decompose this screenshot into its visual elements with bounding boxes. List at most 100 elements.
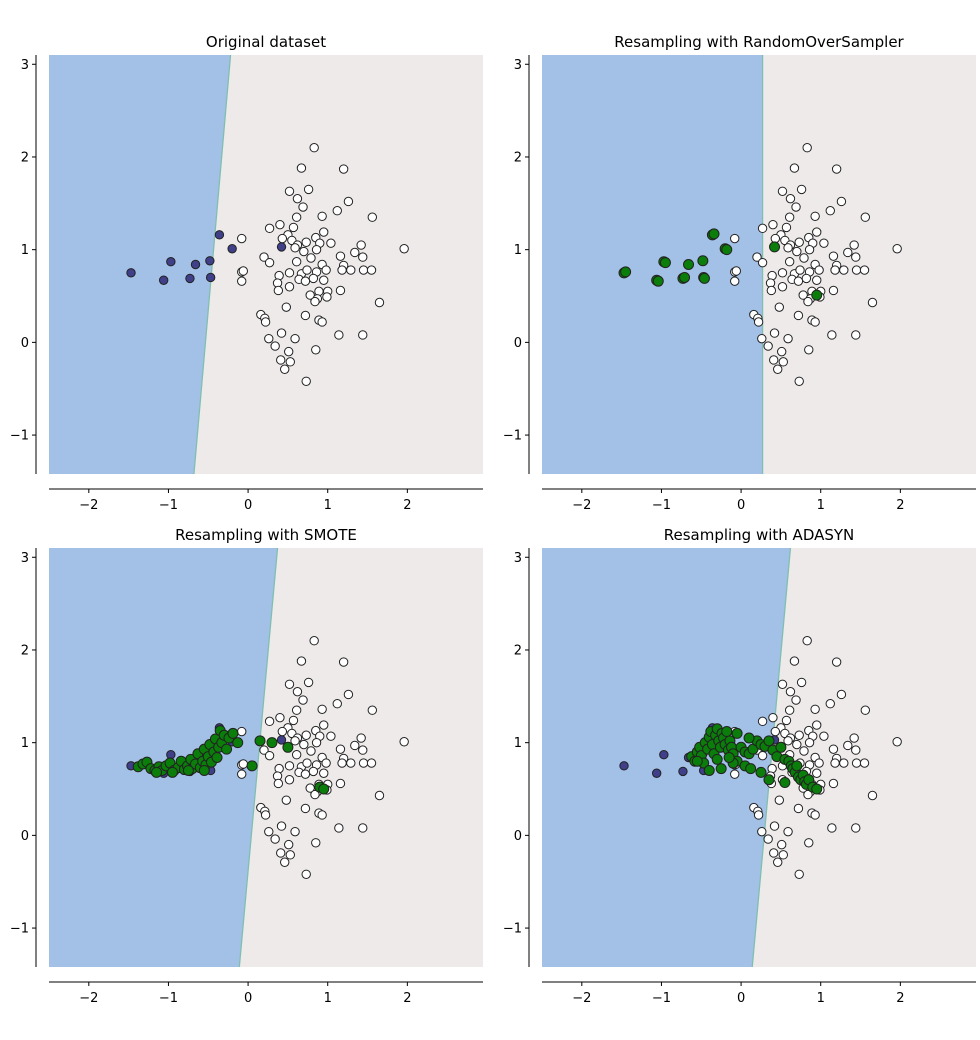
y-tick-label: 2 xyxy=(21,150,29,165)
majority-point xyxy=(374,790,385,801)
majority-point xyxy=(839,265,849,275)
majority-point xyxy=(801,273,812,284)
majority-point xyxy=(784,257,795,267)
majority-point xyxy=(321,758,331,768)
majority-point xyxy=(753,317,764,327)
majority-point xyxy=(326,731,336,741)
subplot-title: Resampling with ADASYN xyxy=(664,526,855,544)
majority-point xyxy=(301,869,311,880)
majority-point xyxy=(730,276,740,286)
majority-point xyxy=(290,243,300,253)
y-tick-label: 0 xyxy=(514,336,522,351)
x-tick-label: 0 xyxy=(737,991,745,1006)
synthetic-point xyxy=(691,755,703,767)
x-tick-label: −1 xyxy=(652,991,671,1006)
x-tick-label: −1 xyxy=(159,498,178,513)
majority-point xyxy=(302,265,312,275)
majority-point xyxy=(763,834,773,844)
synthetic-point xyxy=(166,766,178,778)
minority-decision-region xyxy=(49,548,278,967)
majority-point xyxy=(284,775,295,785)
majority-point xyxy=(757,716,768,727)
majority-point xyxy=(264,223,275,234)
majority-point xyxy=(326,238,336,248)
majority-point xyxy=(794,869,804,880)
minority-point xyxy=(205,272,216,283)
majority-point xyxy=(777,282,788,292)
majority-point xyxy=(819,238,829,248)
minority-point xyxy=(166,257,176,267)
majority-point xyxy=(317,704,327,714)
synthetic-point xyxy=(282,741,294,753)
synthetic-point xyxy=(743,732,755,744)
y-tick-label: 0 xyxy=(21,336,29,351)
majority-point xyxy=(283,346,294,357)
majority-point xyxy=(794,376,804,387)
majority-point xyxy=(291,212,302,222)
majority-point xyxy=(769,848,779,858)
majority-point xyxy=(300,803,311,814)
majority-point xyxy=(367,212,378,222)
synthetic-point xyxy=(811,289,823,301)
majority-point xyxy=(292,686,303,697)
majority-point xyxy=(777,268,788,278)
majority-point xyxy=(828,285,839,296)
minority-point xyxy=(190,259,201,270)
majority-point xyxy=(291,705,302,715)
majority-point xyxy=(288,222,299,233)
y-tick-label: 2 xyxy=(21,643,29,658)
majority-point xyxy=(757,257,768,268)
majority-point xyxy=(317,211,327,221)
majority-point xyxy=(280,364,290,374)
y-tick-label: 1 xyxy=(514,736,522,751)
majority-point xyxy=(302,758,312,768)
subplot-title: Resampling with RandomOverSampler xyxy=(614,33,904,51)
majority-point xyxy=(356,240,366,250)
synthetic-point xyxy=(254,735,266,747)
majority-point xyxy=(273,285,284,296)
majority-point xyxy=(828,744,839,754)
majority-point xyxy=(783,736,793,746)
majority-point xyxy=(781,222,792,233)
majority-point xyxy=(795,265,805,275)
majority-point xyxy=(319,720,329,730)
majority-point xyxy=(783,243,793,253)
synthetic-point xyxy=(221,743,233,755)
x-tick-label: 1 xyxy=(324,498,332,513)
majority-point xyxy=(337,758,347,768)
majority-point xyxy=(757,223,768,234)
majority-point xyxy=(284,268,295,278)
majority-point xyxy=(799,746,809,756)
majority-point xyxy=(810,810,820,820)
majority-point xyxy=(309,142,319,153)
majority-point xyxy=(859,758,870,768)
majority-point xyxy=(789,656,800,666)
majority-point xyxy=(892,737,902,747)
majority-point xyxy=(301,730,311,740)
majority-point xyxy=(399,737,409,747)
majority-point xyxy=(311,838,321,848)
majority-point xyxy=(338,657,349,667)
majority-point xyxy=(306,746,316,756)
synthetic-point xyxy=(266,737,278,749)
majority-point xyxy=(773,857,783,867)
y-tick-label: 1 xyxy=(21,243,29,258)
majority-point xyxy=(335,251,346,261)
x-tick-label: 2 xyxy=(896,991,904,1006)
majority-point xyxy=(277,233,288,244)
majority-point xyxy=(768,219,778,230)
majority-point xyxy=(337,265,347,275)
majority-point xyxy=(860,705,871,715)
majority-point xyxy=(281,302,292,312)
minority-point xyxy=(619,761,629,771)
majority-point xyxy=(836,689,847,700)
majority-point xyxy=(298,695,308,705)
majority-point xyxy=(860,212,871,222)
decision-boundary xyxy=(751,548,792,967)
majority-point xyxy=(284,282,295,292)
synthetic-point xyxy=(151,766,163,778)
minority-point xyxy=(158,275,169,285)
majority-point xyxy=(774,795,785,805)
minority-point xyxy=(276,735,287,745)
